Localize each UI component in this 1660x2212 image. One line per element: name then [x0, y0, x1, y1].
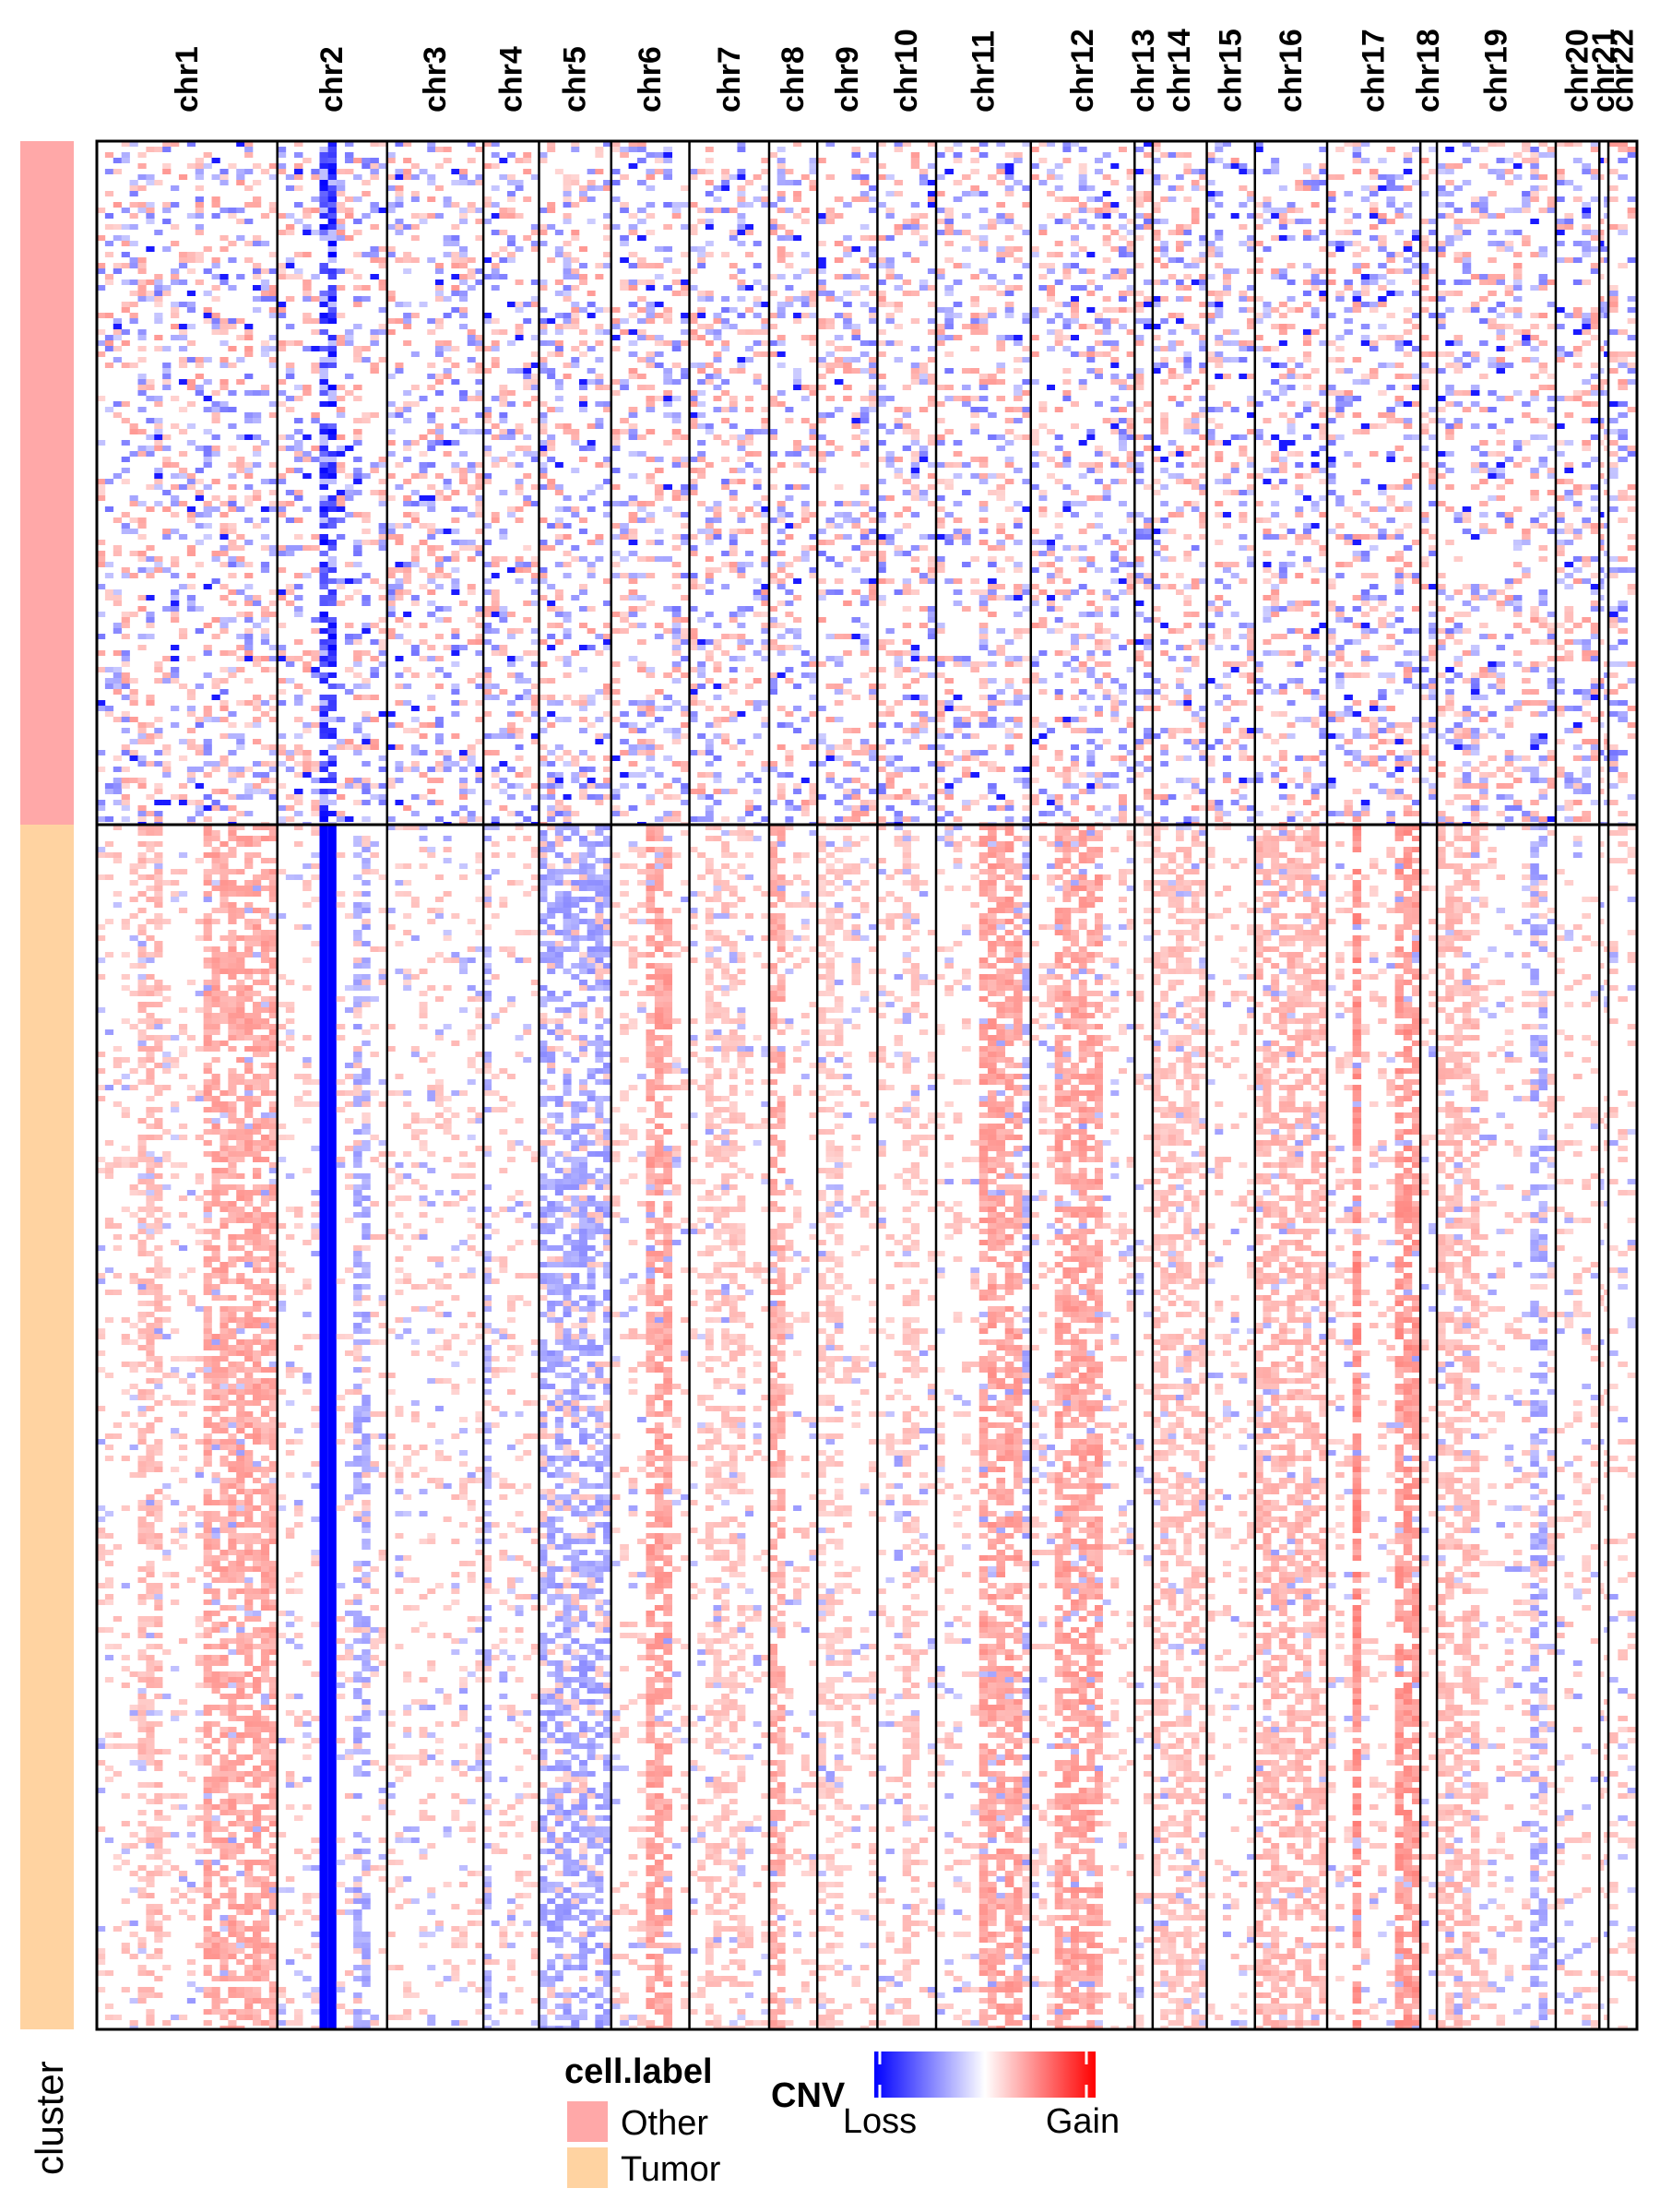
chromosome-label-chr21: chr21 [1586, 29, 1621, 113]
chromosome-label-chr4: chr4 [493, 46, 528, 113]
cluster-border-tumor [95, 823, 1639, 2031]
chromosome-label-chr9: chr9 [830, 46, 865, 113]
chromosome-label-chr3: chr3 [418, 46, 453, 113]
heatmap-cluster-tumor [97, 825, 1638, 2030]
chromosome-label-chr10: chr10 [889, 29, 924, 113]
legend-label-tumor: Tumor [621, 2150, 721, 2189]
cluster-bar-other [20, 141, 74, 826]
chromosome-label-chr1: chr1 [170, 46, 205, 113]
cell-label-legend: cell.label Other Tumor [564, 2052, 721, 2189]
chromosome-label-chr8: chr8 [776, 46, 811, 113]
chromosome-label-chr15: chr15 [1214, 29, 1249, 113]
chromosome-label-chr7: chr7 [712, 46, 747, 113]
chromosome-label-chr5: chr5 [558, 46, 593, 113]
heatmap-cluster-other [97, 141, 1638, 826]
chromosome-label-chr11: chr11 [966, 30, 1001, 113]
cell-label-legend-title: cell.label [564, 2052, 713, 2091]
chromosome-label-chr18: chr18 [1411, 29, 1446, 113]
legend-swatch-tumor [567, 2147, 608, 2188]
chromosome-label-chr14: chr14 [1162, 29, 1197, 113]
chromosome-label-chr16: chr16 [1274, 29, 1309, 113]
chromosome-label-chr12: chr12 [1065, 29, 1100, 113]
chromosome-label-chr2: chr2 [314, 46, 350, 113]
chromosome-label-chr17: chr17 [1357, 29, 1392, 113]
chromosome-label-chr6: chr6 [633, 46, 668, 113]
cluster-axis-label: cluster [28, 2061, 71, 2175]
cnv-legend-title: CNV [771, 2076, 846, 2115]
cluster-annotation-bar [20, 141, 74, 2030]
cnv-colorbar [874, 2051, 1096, 2098]
chromosome-labels: chr1 chr2 chr3 chr4 chr5 chr6 chr7 chr8 chr9 chr1… [170, 29, 1641, 113]
chromosome-label-chr22: chr22 [1606, 29, 1641, 113]
chromosome-label-chr19: chr19 [1479, 29, 1514, 113]
cnv-legend-gain-label: Gain [1046, 2102, 1120, 2141]
legend-label-other: Other [621, 2104, 708, 2143]
heatmap-body [97, 141, 1638, 2030]
cnv-legend-loss-label: Loss [843, 2102, 917, 2141]
heatmap-borders [95, 139, 1639, 2031]
chromosome-label-chr20: chr20 [1560, 29, 1595, 113]
chromosome-label-chr13: chr13 [1126, 29, 1161, 113]
cluster-bar-tumor [20, 825, 74, 2030]
legend-swatch-other [567, 2101, 608, 2142]
